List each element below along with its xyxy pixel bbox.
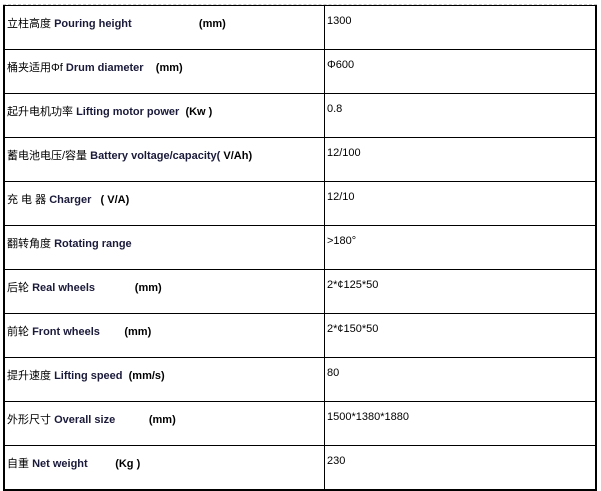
label-cn: 起升电机功率 — [7, 106, 73, 118]
label-en: Lifting motor power — [76, 106, 180, 118]
spec-label-cell: 提升速度 Lifting speed (mm/s) — [3, 357, 325, 402]
label-unit: (mm) — [134, 282, 162, 294]
spec-row: 桶夹适用Φf Drum diameter (mm) Φ600 — [3, 49, 597, 94]
spec-row: 自重 Net weight (Kg ) 230 — [3, 445, 597, 491]
label-en: Drum diameter — [65, 62, 144, 74]
label-cn: 立柱高度 — [7, 18, 51, 30]
label-unit: (mm/s) — [128, 370, 165, 382]
spec-label-cell: 桶夹适用Φf Drum diameter (mm) — [3, 49, 325, 94]
spec-row: 外形尺寸 Overall size (mm) 1500*1380*1880 — [3, 401, 597, 446]
spec-value: 2*¢150*50 — [324, 313, 597, 358]
label-cn: 充 电 器 — [7, 194, 47, 206]
label-en: Battery voltage/capacity( — [90, 150, 221, 162]
spec-value: 80 — [324, 357, 597, 402]
spec-row: 立柱高度 Pouring height (mm) 1300 — [3, 5, 597, 50]
spec-label-cell: 前轮 Front wheels (mm) — [3, 313, 325, 358]
spec-row: 蓄电池电压/容量 Battery voltage/capacity( V/Ah)… — [3, 137, 597, 182]
label-unit: (mm) — [198, 18, 226, 30]
label-unit: V/Ah) — [223, 150, 253, 162]
spec-label-cell: 自重 Net weight (Kg ) — [3, 445, 325, 491]
spec-value: 2*¢125*50 — [324, 269, 597, 314]
label-cn: 前轮 — [7, 326, 29, 338]
spec-value: 0.8 — [324, 93, 597, 138]
spec-row: 提升速度 Lifting speed (mm/s) 80 — [3, 357, 597, 402]
spec-value: 1500*1380*1880 — [324, 401, 597, 446]
spec-row: 起升电机功率 Lifting motor power (Kw ) 0.8 — [3, 93, 597, 138]
label-en: Lifting speed — [54, 370, 123, 382]
spec-label-cell: 翻转角度 Rotating range — [3, 225, 325, 270]
spec-label-cell: 蓄电池电压/容量 Battery voltage/capacity( V/Ah) — [3, 137, 325, 182]
label-cn: 提升速度 — [7, 370, 51, 382]
label-unit: ( V/A) — [100, 194, 130, 206]
label-unit: (mm) — [148, 414, 176, 426]
label-en: Net weight — [32, 458, 88, 470]
spec-row: 后轮 Real wheels (mm) 2*¢125*50 — [3, 269, 597, 314]
spec-row: 前轮 Front wheels (mm) 2*¢150*50 — [3, 313, 597, 358]
label-cn: 外形尺寸 — [7, 414, 51, 426]
label-en: Front wheels — [32, 326, 100, 338]
label-cn: 后轮 — [7, 282, 29, 294]
label-unit: (Kg ) — [115, 458, 141, 470]
label-en: Overall size — [54, 414, 116, 426]
label-en: Pouring height — [54, 18, 132, 30]
label-unit: (mm) — [155, 62, 183, 74]
label-en: Rotating range — [54, 238, 132, 250]
label-en: Charger — [49, 194, 92, 206]
spec-value: >180° — [324, 225, 597, 270]
spec-table: 立柱高度 Pouring height (mm) 1300 桶夹适用Φf Drum … — [3, 5, 597, 491]
label-unit: (mm) — [124, 326, 152, 338]
spec-label-cell: 充 电 器 Charger ( V/A) — [3, 181, 325, 226]
spec-value: 230 — [324, 445, 597, 491]
spec-row: 充 电 器 Charger ( V/A) 12/10 — [3, 181, 597, 226]
label-cn: 翻转角度 — [7, 238, 51, 250]
spec-label-cell: 立柱高度 Pouring height (mm) — [3, 5, 325, 50]
top-border — [3, 4, 597, 5]
label-cn: 蓄电池电压/容量 — [7, 150, 88, 162]
spec-label-cell: 外形尺寸 Overall size (mm) — [3, 401, 325, 446]
spec-label-cell: 后轮 Real wheels (mm) — [3, 269, 325, 314]
label-en: Real wheels — [32, 282, 96, 294]
spec-label-cell: 起升电机功率 Lifting motor power (Kw ) — [3, 93, 325, 138]
label-cn: 自重 — [7, 458, 29, 470]
spec-value: 12/100 — [324, 137, 597, 182]
spec-value: 1300 — [324, 5, 597, 50]
label-unit: (Kw ) — [185, 106, 213, 118]
spec-row: 翻转角度 Rotating range >180° — [3, 225, 597, 270]
spec-value: 12/10 — [324, 181, 597, 226]
label-cn: 桶夹适用Φf — [7, 62, 63, 74]
spec-value: Φ600 — [324, 49, 597, 94]
